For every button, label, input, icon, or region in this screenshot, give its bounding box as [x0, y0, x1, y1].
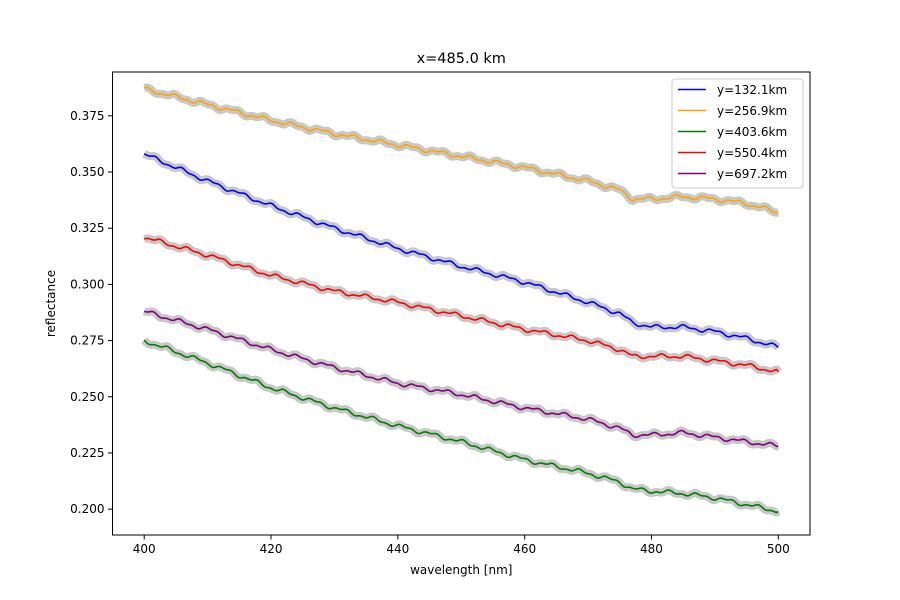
y-tick-label: 0.325 — [70, 221, 104, 235]
y-tick-label: 0.250 — [70, 390, 104, 404]
y-tick-label: 0.225 — [70, 446, 104, 460]
y-tick-label: 0.350 — [70, 165, 104, 179]
x-tick-label: 440 — [386, 542, 409, 556]
y-tick-label: 0.375 — [70, 109, 104, 123]
series-line — [143, 153, 779, 348]
y-tick-label: 0.200 — [70, 502, 104, 516]
legend: y=132.1km y=256.9km y=403.6km y=550.4km y=69… — [671, 78, 804, 189]
legend-entry: y=256.9km — [717, 104, 787, 118]
legend-box — [671, 78, 804, 189]
x-tick-label: 480 — [640, 542, 663, 556]
chart-title: x=485.0 km — [417, 51, 506, 67]
series-line — [143, 339, 779, 514]
series-line — [144, 86, 779, 214]
x-tick-label: 460 — [513, 542, 536, 556]
series-line — [143, 310, 779, 448]
legend-entry: y=697.2km — [717, 167, 787, 181]
y-tick-label: 0.275 — [70, 334, 104, 348]
x-tick-label: 500 — [767, 542, 790, 556]
plot-frame — [112, 71, 811, 536]
x-axis-ticks: 400 420 440 460 480 500 — [133, 535, 790, 556]
series-lines — [143, 86, 779, 514]
y-tick-label: 0.300 — [70, 277, 104, 291]
x-tick-label: 400 — [133, 542, 156, 556]
y-axis-label: reflectance — [44, 270, 58, 337]
legend-entry: y=550.4km — [717, 146, 787, 160]
x-axis-label: wavelength [nm] — [410, 563, 512, 577]
series-line — [144, 237, 779, 373]
x-tick-label: 420 — [260, 542, 283, 556]
legend-entry: y=403.6km — [717, 125, 787, 139]
y-axis-ticks: 0.200 0.225 0.250 0.275 0.300 0.325 0.350 0.375 — [70, 109, 113, 516]
legend-entry: y=132.1km — [717, 83, 787, 97]
